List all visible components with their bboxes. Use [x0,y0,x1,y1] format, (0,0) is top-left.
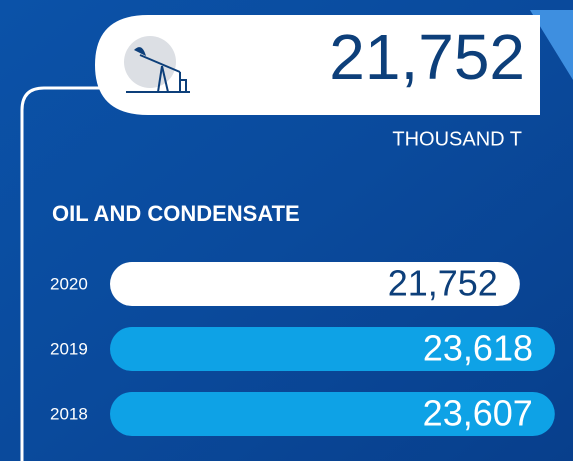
bar [110,262,520,306]
category-label: 2019 [50,339,88,358]
headline-unit: THOUSAND T [392,128,522,150]
value-label: 21,752 [388,263,498,304]
value-label: 23,618 [423,328,533,369]
header-panel [95,15,540,115]
pump-icon [124,36,190,93]
headline-value: 21,752 [329,21,525,93]
frame-outline [20,86,100,461]
corner-accent [530,10,573,80]
value-label: 23,607 [423,393,533,434]
bar [110,392,555,436]
bar [110,327,555,371]
category-label: 2020 [50,274,88,293]
chart-title: OIL AND CONDENSATE [52,201,300,226]
category-label: 2018 [50,404,88,423]
